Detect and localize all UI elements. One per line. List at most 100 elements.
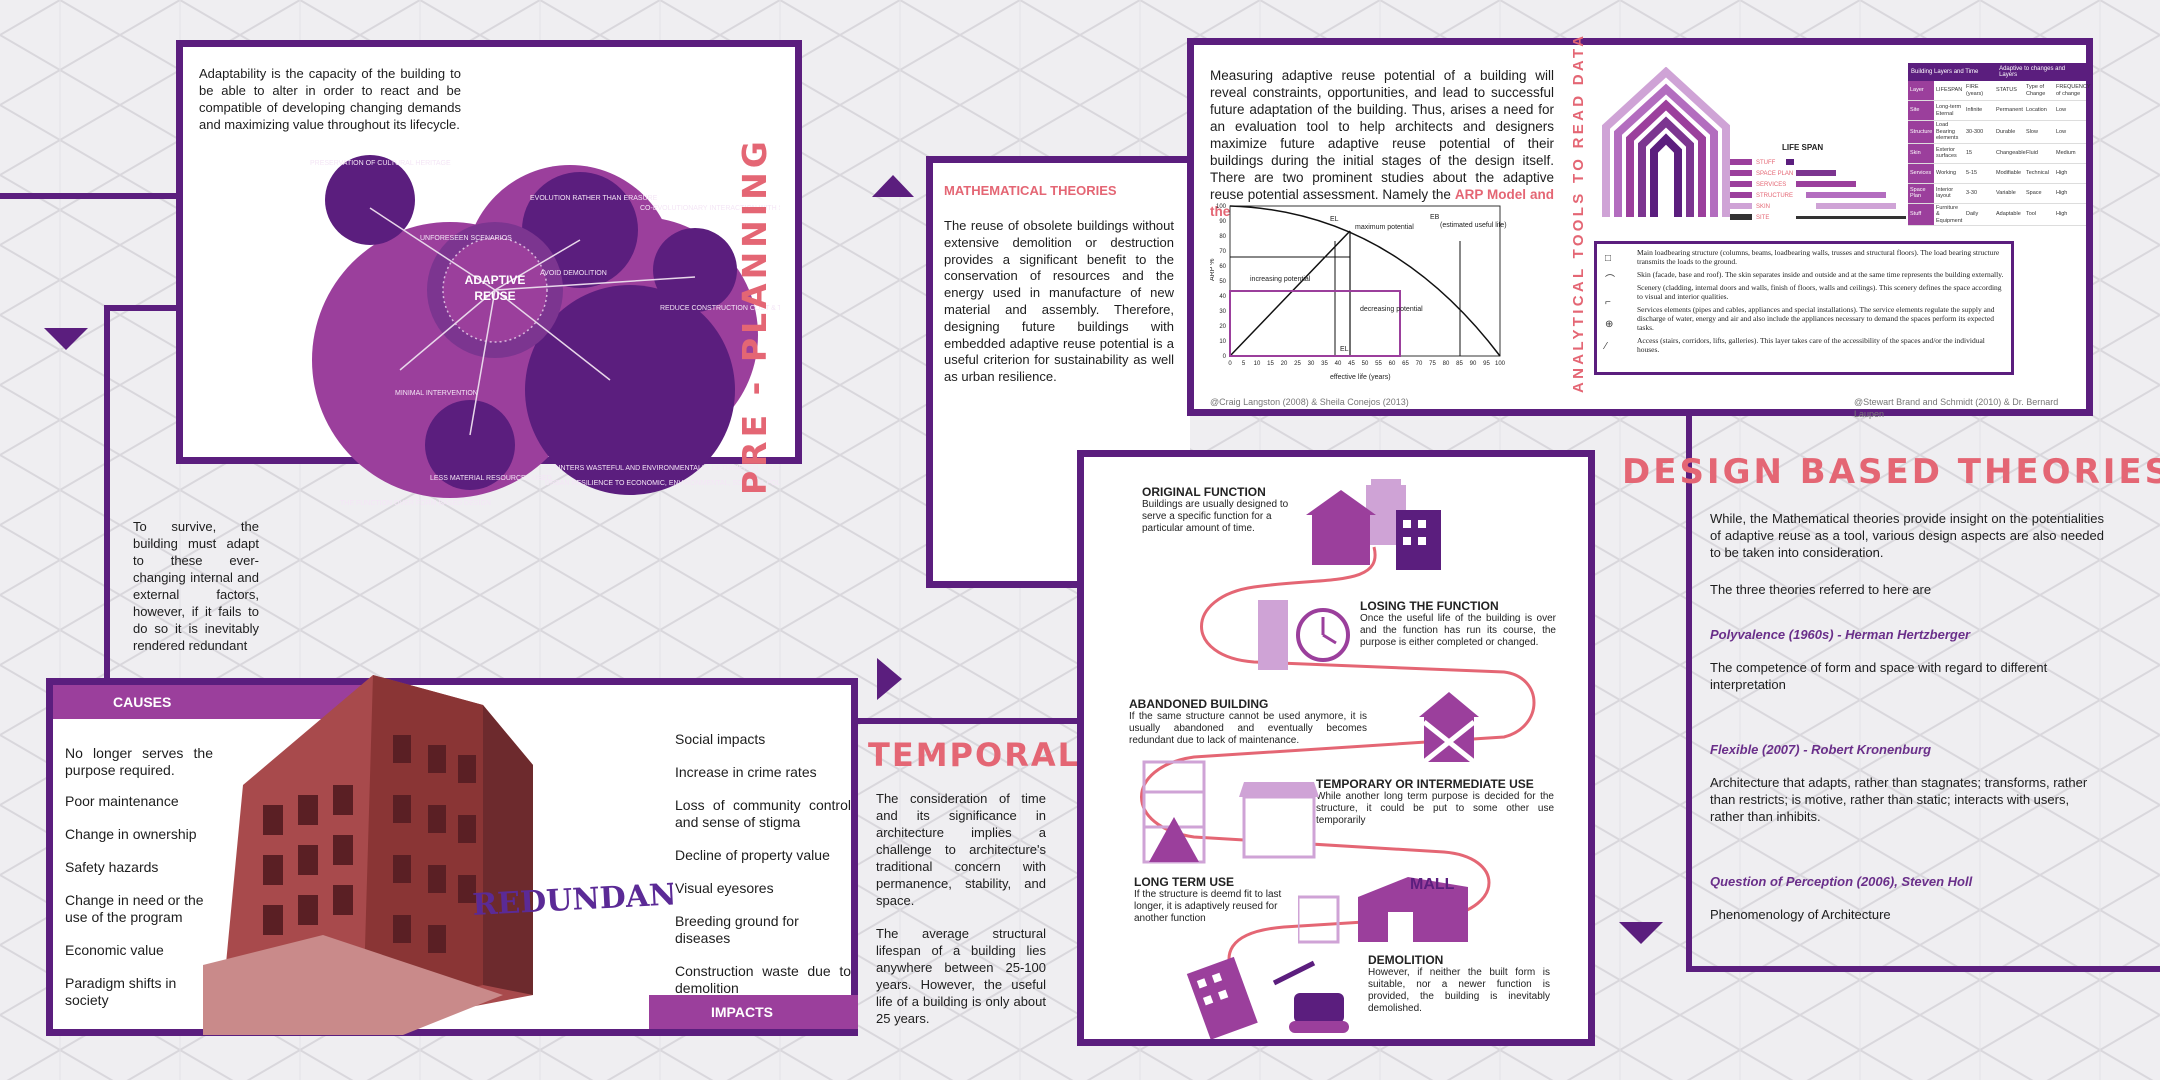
bubble-label: EVOLUTION RATHER THAN ERASURE xyxy=(530,195,658,202)
bubble-center-label: ADAPTIVE xyxy=(465,273,526,287)
step-title: DEMOLITION xyxy=(1368,953,1444,967)
layer-desc: Main loadbearing structure (columns, bea… xyxy=(1637,248,2000,266)
timeline-step: LONG TERM USE If the structure is deemd … xyxy=(1134,875,1312,925)
analytical-tools-label: ANALYTICAL TOOLS TO READ DATA xyxy=(1570,32,1587,393)
chart-xtick: 0 xyxy=(1228,361,1232,367)
table-row-header: Space Plan xyxy=(1908,183,1934,203)
step-title: ABANDONED BUILDING xyxy=(1129,697,1269,711)
original-function-icon xyxy=(1306,479,1441,570)
layers-table-body: Layer LIFESPAN FIRE (years) STATUS Type of C… xyxy=(1908,81,2090,226)
chart-label: increasing potential xyxy=(1250,276,1311,283)
table-header: Adaptive to changes and Layers xyxy=(1999,66,2066,78)
credit-left: @Craig Langston (2008) & Sheila Conejos … xyxy=(1210,397,1409,407)
connector-line xyxy=(104,305,182,311)
impacts-list: Social impacts Increase in crime rates L… xyxy=(675,731,851,997)
impact-item: Visual eyesores xyxy=(675,880,774,896)
chart-xtick: 55 xyxy=(1375,361,1382,367)
table-cell: Location xyxy=(2026,107,2047,114)
layer-icons: □ ⌒ ⌐ ⊕ ⁄ xyxy=(1605,253,1615,352)
step-body: If the same structure cannot be used any… xyxy=(1129,711,1367,746)
layer-desc-box: Main loadbearing structure (columns, bea… xyxy=(1594,241,2014,375)
layer-desc: Services elements (pipes and cables, app… xyxy=(1637,305,1995,332)
impacts-title: IMPACTS xyxy=(711,1004,773,1020)
chart-ytick: 90 xyxy=(1219,219,1226,225)
temporality-p1: The consideration of time and its signif… xyxy=(876,791,1046,908)
connector-line xyxy=(0,193,180,199)
bubble-label: UNFORESEEN SCENARIOS xyxy=(420,235,512,242)
causes-list: No longer serves the purpose required. P… xyxy=(65,745,213,1009)
chart-label: decreasing potential xyxy=(1360,306,1423,313)
chart-xtick: 90 xyxy=(1470,361,1477,367)
theory-2-body: Architecture that adapts, rather than st… xyxy=(1710,775,2088,824)
timeline-step: ORIGINAL FUNCTION Buildings are usually … xyxy=(1142,485,1302,535)
chart-xtick: 60 xyxy=(1389,361,1396,367)
timeline-panel: ORIGINAL FUNCTION Buildings are usually … xyxy=(1077,450,1595,1046)
chart-xtick: 35 xyxy=(1321,361,1328,367)
chart-xtick: 25 xyxy=(1294,361,1301,367)
adaptability-intro: Adaptability is the capacity of the buil… xyxy=(199,66,461,132)
arrow-right-icon xyxy=(877,658,902,700)
table-cell: Fluid xyxy=(2026,149,2038,156)
impact-item: Loss of community control and sense of s… xyxy=(675,797,851,830)
chart-ytick: 60 xyxy=(1219,264,1226,270)
theory-3-body: Phenomenology of Architecture xyxy=(1710,907,1891,922)
chart-label: (estimated useful life) xyxy=(1440,222,1507,229)
design-intro: While, the Mathematical theories provide… xyxy=(1710,511,2104,560)
step-title: LOSING THE FUNCTION xyxy=(1360,599,1499,613)
layer-desc: Access (stairs, corridors, lifts, galler… xyxy=(1637,336,1985,354)
preplanning-label: PRE - PLANNING xyxy=(735,137,774,495)
cause-item: Change in need or the use of the program xyxy=(65,892,204,925)
chart-xtick: 30 xyxy=(1308,361,1315,367)
chart-xlabel: effective life (years) xyxy=(1330,374,1391,381)
step-body: While another long term purpose is decid… xyxy=(1316,791,1554,826)
chart-xtick: 45 xyxy=(1348,361,1355,367)
chart-label: EL xyxy=(1330,216,1339,223)
timeline-step: TEMPORARY OR INTERMEDIATE USE While anot… xyxy=(1316,777,1554,827)
chart-ytick: 30 xyxy=(1219,309,1226,315)
bubble-label: MINIMAL INTERVENTION xyxy=(395,390,478,397)
chart-xtick: 70 xyxy=(1416,361,1423,367)
chart-ytick: 20 xyxy=(1219,324,1226,330)
chart-xtick: 20 xyxy=(1281,361,1288,367)
table-row-header: Stuff xyxy=(1908,203,1934,225)
chart-ytick: 10 xyxy=(1219,339,1226,345)
table-cell: High xyxy=(2056,211,2068,217)
table-cell: High xyxy=(2056,189,2068,196)
bubble-label: PRESERVATION OF CULTURAL HERITAGE xyxy=(310,160,451,167)
cause-item: No longer serves the purpose required. xyxy=(65,745,213,778)
timeline-step: ABANDONED BUILDING If the same structure… xyxy=(1129,697,1367,747)
chart-ytick: 50 xyxy=(1219,279,1226,285)
table-cell: Tool xyxy=(2026,211,2037,217)
cause-item: Safety hazards xyxy=(65,859,159,875)
lifespan-layer: STUFF xyxy=(1756,160,1776,166)
table-cell: 30-300 xyxy=(1966,128,1984,135)
table-row: Structure Load Bearing elements 30-300 Dura… xyxy=(1908,121,2086,144)
table-cell: 5-15 xyxy=(1966,169,1978,176)
bubble xyxy=(653,228,737,312)
timeline-step: DEMOLITION However, if neither the built… xyxy=(1368,953,1550,1015)
chart-label: EL xyxy=(1340,346,1349,353)
mall-sign: MALL xyxy=(1410,876,1455,893)
chart-xtick: 75 xyxy=(1429,361,1436,367)
adaptive-reuse-bubble-diagram: ADAPTIVE REUSE UNFORESEEN SCENARIOS EVOL… xyxy=(310,155,780,507)
connector-line xyxy=(850,718,1080,724)
table-cell: FIRE (years) xyxy=(1966,84,1984,97)
arp-chart: increasing potential decreasing potentia… xyxy=(1210,204,1507,381)
theory-1-body: The competence of form and space with re… xyxy=(1710,660,2048,692)
abandoned-building-icon xyxy=(1419,692,1479,764)
theory-3-title: Question of Perception (2006), Steven Ho… xyxy=(1710,874,1973,889)
bubble-label: REDUCE CONSTRUCTION COST & TIME xyxy=(660,305,780,312)
chart-xtick: 85 xyxy=(1456,361,1463,367)
chart-xtick: 50 xyxy=(1362,361,1369,367)
table-cell: Technical xyxy=(2026,169,2049,176)
shearing-layers-house-icon xyxy=(1602,67,1730,217)
math-body: The reuse of obsolete buildings without … xyxy=(944,218,1174,385)
step-title: ORIGINAL FUNCTION xyxy=(1142,485,1266,499)
bubble-label: COUNTERS WASTEFUL AND ENVIRONMENTALLY DE… xyxy=(545,465,780,472)
step-body: Buildings are usually designed to serve … xyxy=(1142,499,1289,534)
chart-ytick: 80 xyxy=(1219,234,1226,240)
chart-label: EB xyxy=(1430,214,1440,221)
bubble xyxy=(525,285,735,495)
chart-xtick: 65 xyxy=(1402,361,1409,367)
bubble xyxy=(425,400,515,490)
